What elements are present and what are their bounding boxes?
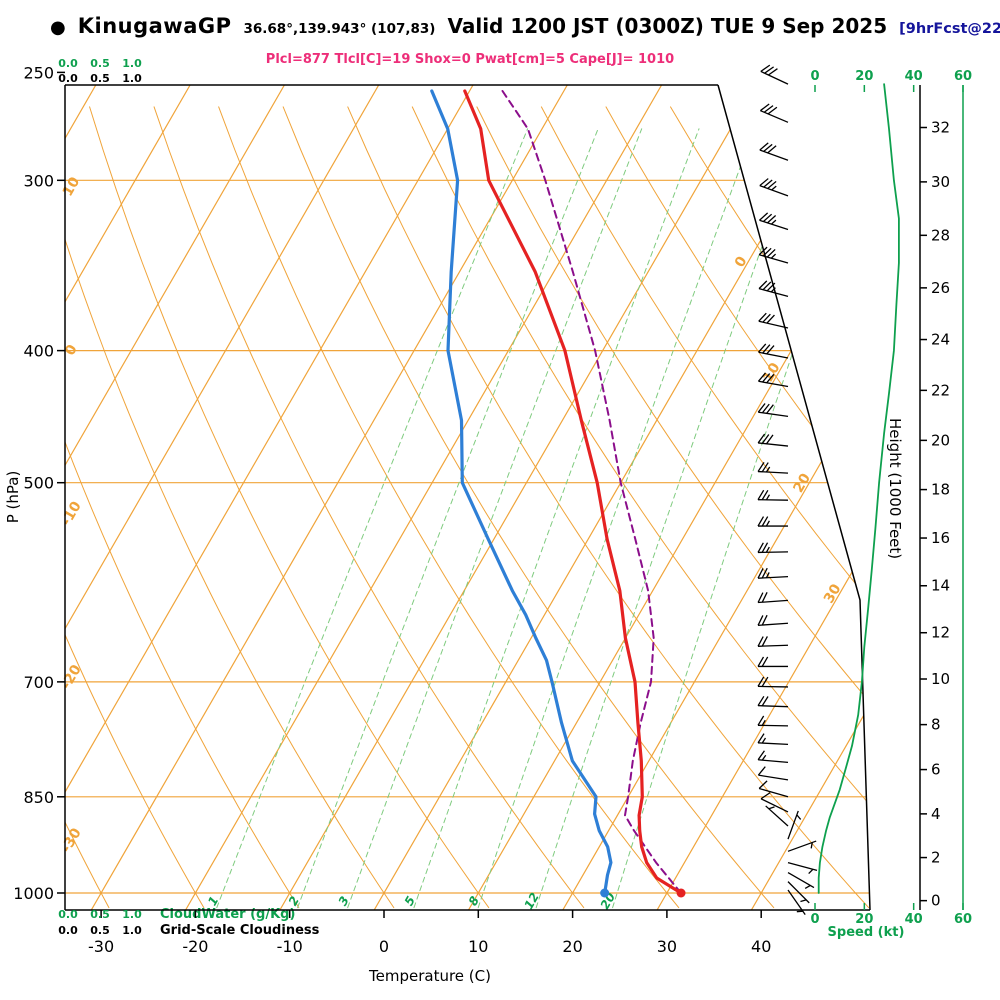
surface-dots [600, 888, 686, 898]
isotherm-label-left: -10 [58, 499, 85, 529]
pressure-axis-title: P (hPa) [4, 471, 22, 524]
height-tick-label: 8 [931, 716, 941, 734]
temp-tick-label: 20 [562, 937, 582, 956]
isotherm-label-right: 30 [821, 581, 845, 606]
mixing-ratio-label: 2 [286, 894, 302, 908]
cloudwater-scale-top: 0.0 [58, 57, 78, 70]
speed-tick-label-top: 60 [954, 69, 972, 84]
isotherm-label-left: -20 [58, 662, 85, 692]
height-tick-label: 16 [931, 529, 950, 547]
speed-tick-label-top: 20 [855, 69, 873, 84]
cloudiness-scale-top: 0.0 [58, 72, 78, 85]
station-name: KinugawaGP [77, 14, 232, 38]
temp-tick-label: -10 [277, 937, 303, 956]
cloudwater-scale-bottom: 0.0 [58, 908, 78, 921]
height-tick-label: 32 [931, 119, 950, 137]
speed-tick-label-bottom: 40 [905, 912, 923, 927]
cloudiness-label: Grid-Scale Cloudiness [160, 923, 320, 938]
station-coords: 36.68°,139.943° (107,83) [243, 21, 436, 37]
height-tick-label: 22 [931, 381, 950, 399]
sounding-parameters: Plcl=877 Tlcl[C]=19 Shox=0 Pwat[cm]=5 Ca… [265, 52, 675, 67]
mixing-ratio-label: 3 [336, 894, 352, 908]
pressure-tick-label: 700 [23, 673, 54, 692]
surface-temp-dot [676, 888, 686, 898]
valid-time: Valid 1200 JST (0300Z) TUE 9 Sep 2025 [447, 14, 888, 38]
mixing-ratio-label: 5 [402, 894, 418, 908]
wind-barbs [757, 64, 818, 915]
cloudiness-scale-bottom: 1.0 [122, 924, 142, 937]
height-tick-label: 6 [931, 761, 941, 779]
temp-tick-label: 10 [468, 937, 488, 956]
speed-tick-label-bottom: 0 [810, 912, 819, 927]
height-tick-label: 18 [931, 481, 950, 499]
cloudiness-scale-top: 1.0 [122, 72, 142, 85]
cloudwater-scale-top: 1.0 [122, 57, 142, 70]
pressure-tick-label: 850 [23, 788, 54, 807]
mixing-ratio-label: 1 [205, 894, 221, 908]
temp-tick-label: -30 [88, 937, 114, 956]
station-bullet: ● [50, 17, 66, 38]
cloudiness-scale-top: 0.5 [90, 72, 110, 85]
height-axis-title: Height (1000 Feet) [886, 418, 904, 559]
pressure-tick-label: 400 [23, 342, 54, 361]
cloudiness-scale-bottom: 0.5 [90, 924, 110, 937]
header: ● KinugawaGP 36.68°,139.943° (107,83) Va… [50, 14, 1000, 38]
height-tick-label: 28 [931, 226, 950, 244]
surface-dewpoint-dot [600, 888, 610, 898]
cloudiness-scale-bottom: 0.0 [58, 924, 78, 937]
pressure-tick-label: 500 [23, 474, 54, 493]
height-tick-label: 20 [931, 431, 950, 449]
isotherm-label-right: 20 [790, 471, 814, 496]
pressure-tick-label: 1000 [13, 884, 54, 903]
wind-speed-profile [817, 83, 900, 894]
pressure-tick-label: 300 [23, 171, 54, 190]
pressure-tick-label: 250 [23, 63, 54, 82]
speed-tick-label-bottom: 60 [954, 912, 972, 927]
temperature-axis: -30 -20 -10 0 10 20 30 40 [88, 910, 771, 956]
temp-tick-label: 30 [657, 937, 677, 956]
profiles [430, 89, 683, 895]
mixing-ratio-label: 8 [466, 894, 482, 908]
speed-tick-label-bottom: 20 [855, 912, 873, 927]
slanted-right-boundary [717, 84, 871, 911]
forecast-info: [9hrFcst@2210z] [899, 21, 1000, 37]
isotherm-label-left: 10 [60, 174, 84, 199]
isotherm-label-left: -30 [58, 825, 85, 855]
temp-tick-label: -20 [182, 937, 208, 956]
height-tick-label: 2 [931, 849, 941, 867]
speed-axis-title: Speed (kt) [828, 925, 905, 940]
height-tick-label: 30 [931, 173, 950, 191]
speed-tick-label-top: 40 [905, 69, 923, 84]
background-grid [65, 85, 870, 910]
cloudwater-scale-top: 0.5 [90, 57, 110, 70]
height-tick-label: 0 [931, 892, 941, 910]
cloudwater-scale-bottom: 1.0 [122, 908, 142, 921]
temp-axis-title: Temperature (C) [368, 967, 491, 985]
cloud-scales: 0.0 0.0 0.0 0.0 0.5 0.5 0.5 0.5 1.0 1.0 1.0 1.0 [58, 57, 142, 937]
cloudwater-scale-bottom: 0.5 [90, 908, 110, 921]
height-tick-label: 14 [931, 577, 950, 595]
speed-tick-label-top: 0 [810, 69, 819, 84]
height-tick-label: 10 [931, 670, 950, 688]
temp-tick-label: 40 [751, 937, 771, 956]
pressure-axis: 250 300 400 500 700 850 1000 [13, 63, 65, 903]
height-tick-label: 12 [931, 624, 950, 642]
height-tick-label: 26 [931, 279, 950, 297]
height-tick-label: 24 [931, 331, 950, 349]
height-tick-label: 4 [931, 805, 941, 823]
temp-tick-label: 0 [379, 937, 389, 956]
isotherm-label-right: 0 [732, 254, 751, 271]
